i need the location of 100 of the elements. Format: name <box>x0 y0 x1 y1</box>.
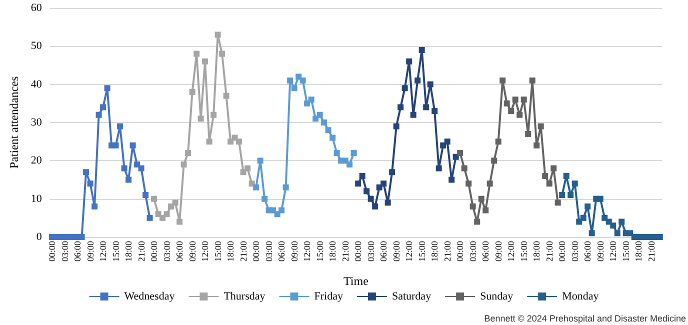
point <box>414 78 421 84</box>
point <box>563 172 570 179</box>
x-tick-label: 03:00 <box>570 240 580 262</box>
point <box>194 50 200 57</box>
point <box>180 161 187 168</box>
x-tick-label: 12:00 <box>506 240 516 262</box>
x-tick-label: 06:00 <box>378 240 389 262</box>
point <box>448 176 455 183</box>
point <box>398 104 404 110</box>
point <box>346 161 353 168</box>
legend-label: Friday <box>314 290 344 302</box>
x-tick-label: 00:00 <box>455 240 466 262</box>
point <box>508 108 514 114</box>
point <box>253 184 260 190</box>
point <box>219 50 226 57</box>
point <box>461 165 468 172</box>
point <box>223 92 230 99</box>
x-tick-label: 03:00 <box>162 240 172 262</box>
point <box>550 165 557 172</box>
x-tick-label: 21:00 <box>238 240 248 262</box>
x-tick-label: 18:00 <box>532 240 542 262</box>
point <box>610 222 616 229</box>
x-tick-label: 03:00 <box>468 240 478 262</box>
x-tick-label: 12:00 <box>608 240 618 262</box>
x-tick-label: 06:00 <box>174 240 185 262</box>
x-tick-label: 15:00 <box>314 240 325 262</box>
point <box>559 192 566 198</box>
point <box>364 188 370 194</box>
legend-label: Sunday <box>480 290 514 302</box>
point <box>121 165 128 172</box>
x-tick-label: 15:00 <box>110 240 121 262</box>
point <box>482 207 489 214</box>
point <box>470 203 476 210</box>
point <box>520 96 527 103</box>
x-tick-label: 12:00 <box>302 240 312 262</box>
point <box>138 165 144 172</box>
point <box>176 218 183 225</box>
point <box>423 104 430 110</box>
point <box>210 112 217 118</box>
point <box>393 123 400 130</box>
x-tick-label: 03:00 <box>60 240 70 262</box>
point <box>580 214 586 221</box>
x-tick-label: 06:00 <box>582 240 593 262</box>
point <box>214 32 221 38</box>
point <box>92 203 98 210</box>
point <box>321 120 328 126</box>
x-tick-label: 09:00 <box>595 240 606 262</box>
x-tick-label: 21:00 <box>340 240 350 262</box>
point <box>478 196 484 202</box>
point <box>262 196 268 202</box>
point <box>440 142 446 148</box>
point <box>130 142 136 148</box>
point <box>457 150 464 156</box>
x-tick-label: 12:00 <box>404 240 414 262</box>
point <box>189 88 196 95</box>
x-tick-label: 00:00 <box>149 240 160 262</box>
x-tick-label: 00:00 <box>353 240 364 262</box>
legend-label: Wednesday <box>124 290 176 302</box>
point <box>614 230 620 236</box>
point <box>96 112 102 118</box>
point <box>172 200 178 206</box>
point <box>296 74 302 80</box>
point <box>160 214 166 221</box>
point <box>491 158 498 164</box>
point <box>355 180 362 187</box>
point <box>104 85 110 92</box>
point <box>584 203 591 210</box>
point <box>486 180 493 187</box>
x-tick-label: 09:00 <box>85 240 96 262</box>
x-tick-label: 18:00 <box>124 240 134 262</box>
point <box>546 180 552 187</box>
point <box>410 112 416 118</box>
point <box>406 58 412 64</box>
legend-label: Monday <box>562 290 600 302</box>
point <box>444 138 450 145</box>
x-tick-label: 09:00 <box>187 240 198 262</box>
point <box>278 207 285 214</box>
point <box>380 180 387 187</box>
point <box>542 172 548 179</box>
x-tick-label: 09:00 <box>493 240 504 262</box>
y-tick-label: 10 <box>30 192 42 205</box>
x-tick-label: 18:00 <box>430 240 440 262</box>
point <box>202 58 208 64</box>
x-tick-label: 18:00 <box>226 240 236 262</box>
x-tick-label: 21:00 <box>442 240 452 262</box>
point <box>568 192 574 198</box>
x-tick-label: 09:00 <box>391 240 402 262</box>
point <box>257 158 264 164</box>
point <box>427 81 434 88</box>
point <box>198 116 204 122</box>
point <box>316 112 323 118</box>
point <box>359 172 366 179</box>
y-tick-label: 60 <box>30 2 42 14</box>
point <box>627 230 634 236</box>
point <box>87 180 94 187</box>
point <box>287 78 294 84</box>
x-tick-label: 12:00 <box>200 240 210 262</box>
x-tick-label: 15:00 <box>416 240 427 262</box>
point <box>117 123 124 130</box>
point <box>572 180 578 187</box>
